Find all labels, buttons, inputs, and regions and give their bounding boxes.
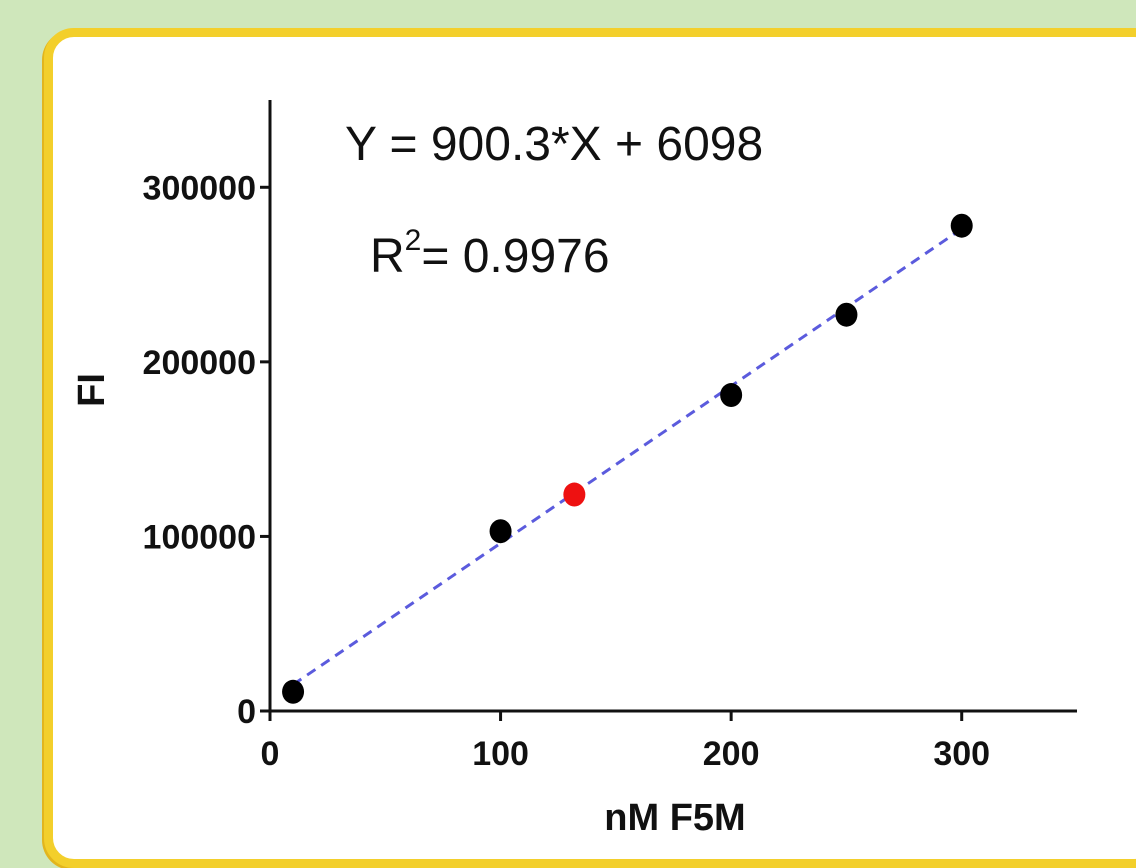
y-tick-label: 100000 xyxy=(143,518,256,556)
highlight-data-point xyxy=(563,482,586,507)
data-point xyxy=(720,383,743,408)
x-tick-label: 0 xyxy=(261,735,280,773)
data-point xyxy=(282,679,305,704)
r-squared-annotation: R2= 0.9976 xyxy=(370,224,610,283)
r-squared-label: R xyxy=(370,230,405,283)
x-tick-label: 200 xyxy=(703,735,760,773)
y-tick-label: 0 xyxy=(237,693,256,731)
x-tick-label: 300 xyxy=(933,735,990,773)
data-points xyxy=(282,213,973,704)
equation-annotation: Y = 900.3*X + 6098 xyxy=(345,118,763,171)
chart-panel xyxy=(44,28,1136,868)
data-point xyxy=(950,213,973,238)
r-squared-value: = 0.9976 xyxy=(421,230,609,283)
axes xyxy=(260,100,1077,721)
fit-line-group xyxy=(292,227,963,686)
y-tick-label: 200000 xyxy=(143,344,256,382)
x-axis-title: nM F5M xyxy=(604,797,745,839)
data-point xyxy=(835,302,858,327)
y-tick-label: 300000 xyxy=(143,169,256,207)
data-point xyxy=(489,519,512,544)
y-axis-title: FI xyxy=(71,373,113,407)
x-tick-label: 100 xyxy=(472,735,529,773)
tick-labels: 0 100000 200000 300000 0 100 200 300 xyxy=(143,169,991,773)
fit-line xyxy=(292,227,963,686)
r-squared-superscript: 2 xyxy=(405,224,422,257)
